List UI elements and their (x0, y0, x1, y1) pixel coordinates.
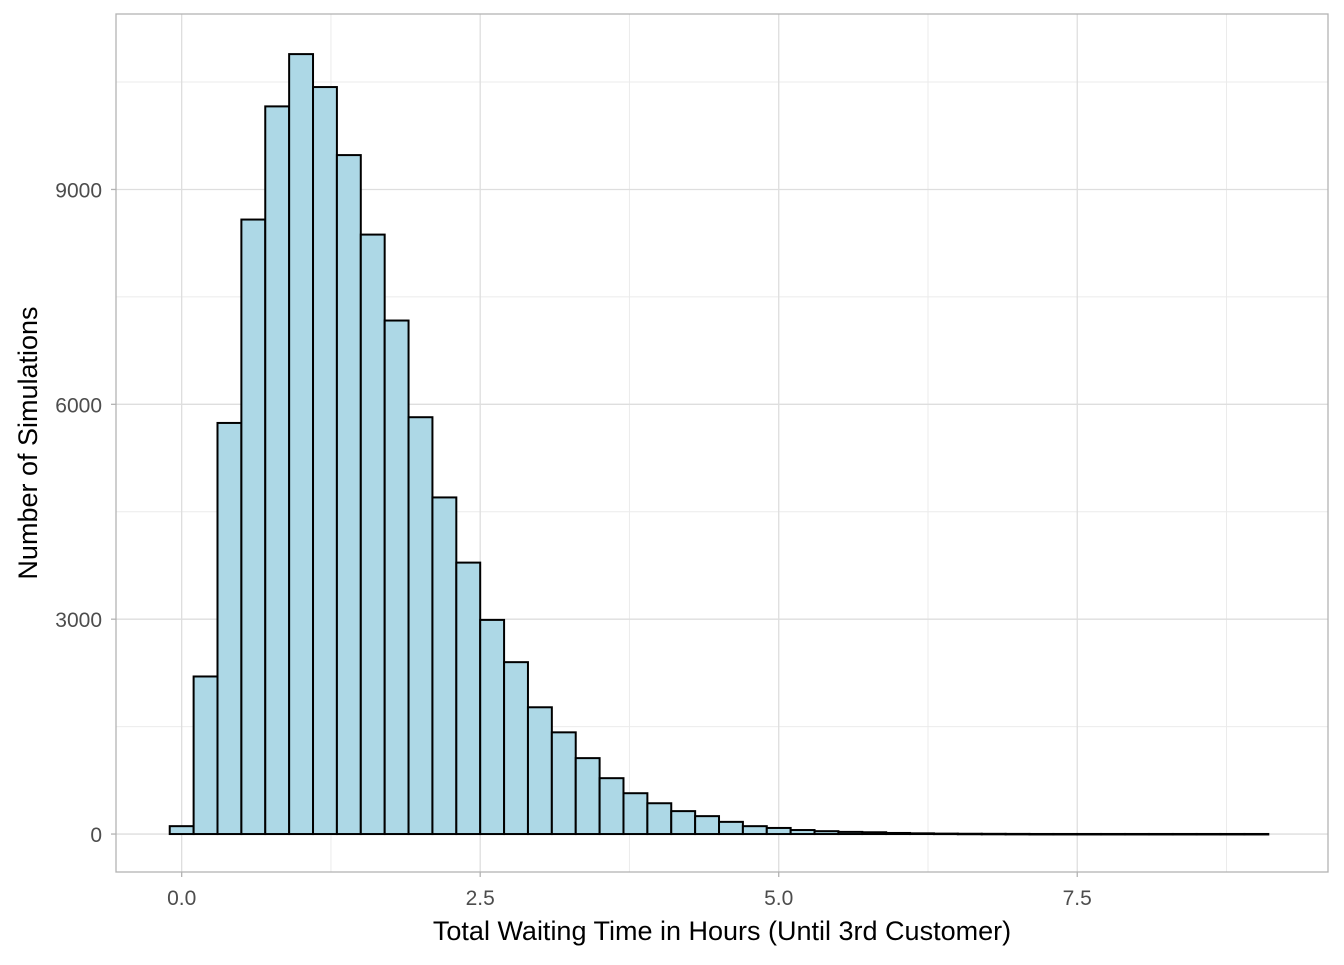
y-tick-label: 0 (90, 824, 102, 847)
histogram-bar (765, 826, 792, 836)
histogram-bar (1076, 832, 1103, 836)
histogram-bar (837, 830, 864, 836)
x-tick-label: 5.0 (764, 887, 793, 910)
histogram-bar (1243, 832, 1270, 836)
histogram-bar (574, 757, 601, 836)
histogram-bar (359, 233, 386, 836)
histogram-bar (932, 832, 959, 836)
plot-panel-border (115, 13, 1329, 873)
histogram-bar (288, 53, 315, 836)
histogram-bar (861, 831, 888, 836)
histogram-bar (264, 105, 291, 836)
histogram-bar (885, 831, 912, 836)
histogram-bar (1004, 832, 1031, 836)
y-tick-label: 9000 (55, 179, 102, 202)
histogram-bar (216, 421, 243, 836)
histogram-bar (718, 820, 744, 836)
histogram-bar (240, 218, 267, 836)
histogram-bar (1171, 832, 1198, 836)
histogram-bar (980, 832, 1007, 836)
histogram-bar (1028, 832, 1055, 836)
histogram-bar (741, 825, 768, 836)
histogram-bar (1124, 832, 1150, 836)
x-axis-ticks: 0.0 2.5 5.0 7.5 (167, 872, 1092, 910)
y-tick-label: 6000 (55, 394, 102, 417)
y-axis-ticks: 0 3000 6000 9000 (55, 179, 116, 847)
histogram-bar (503, 661, 529, 836)
histogram-bar (383, 319, 410, 836)
histogram-bar (670, 810, 697, 836)
histogram-bar (192, 675, 219, 836)
histogram-bar (646, 802, 673, 836)
x-tick-label: 0.0 (167, 887, 196, 910)
y-tick-label: 3000 (55, 609, 102, 632)
histogram-bar (622, 792, 649, 836)
x-tick-label: 7.5 (1063, 887, 1092, 910)
histogram-bar (789, 829, 816, 836)
histogram-bar (526, 706, 553, 836)
histogram-bar (694, 815, 721, 836)
histogram-bar (1052, 832, 1079, 836)
histogram-bar (168, 825, 195, 836)
histogram-bar (407, 416, 434, 836)
histogram-bar (479, 618, 506, 836)
x-tick-label: 2.5 (466, 887, 495, 910)
x-axis-label: Total Waiting Time in Hours (Until 3rd C… (433, 916, 1011, 946)
histogram-bar (813, 830, 840, 836)
histogram-bar (1219, 832, 1246, 836)
histogram-bar (598, 777, 625, 836)
y-axis-label: Number of Simulations (13, 306, 43, 579)
histogram-bar (335, 154, 362, 836)
histogram-bar (956, 832, 983, 836)
histogram-bar (550, 731, 577, 836)
histogram-bar (455, 561, 482, 836)
histogram-bar (431, 496, 458, 836)
histogram-bar (312, 86, 338, 836)
histogram-bar (1147, 832, 1174, 836)
bars (168, 53, 1270, 836)
histogram-bar (909, 832, 935, 836)
histogram-bar (1195, 832, 1222, 836)
histogram-bar (1100, 832, 1127, 836)
